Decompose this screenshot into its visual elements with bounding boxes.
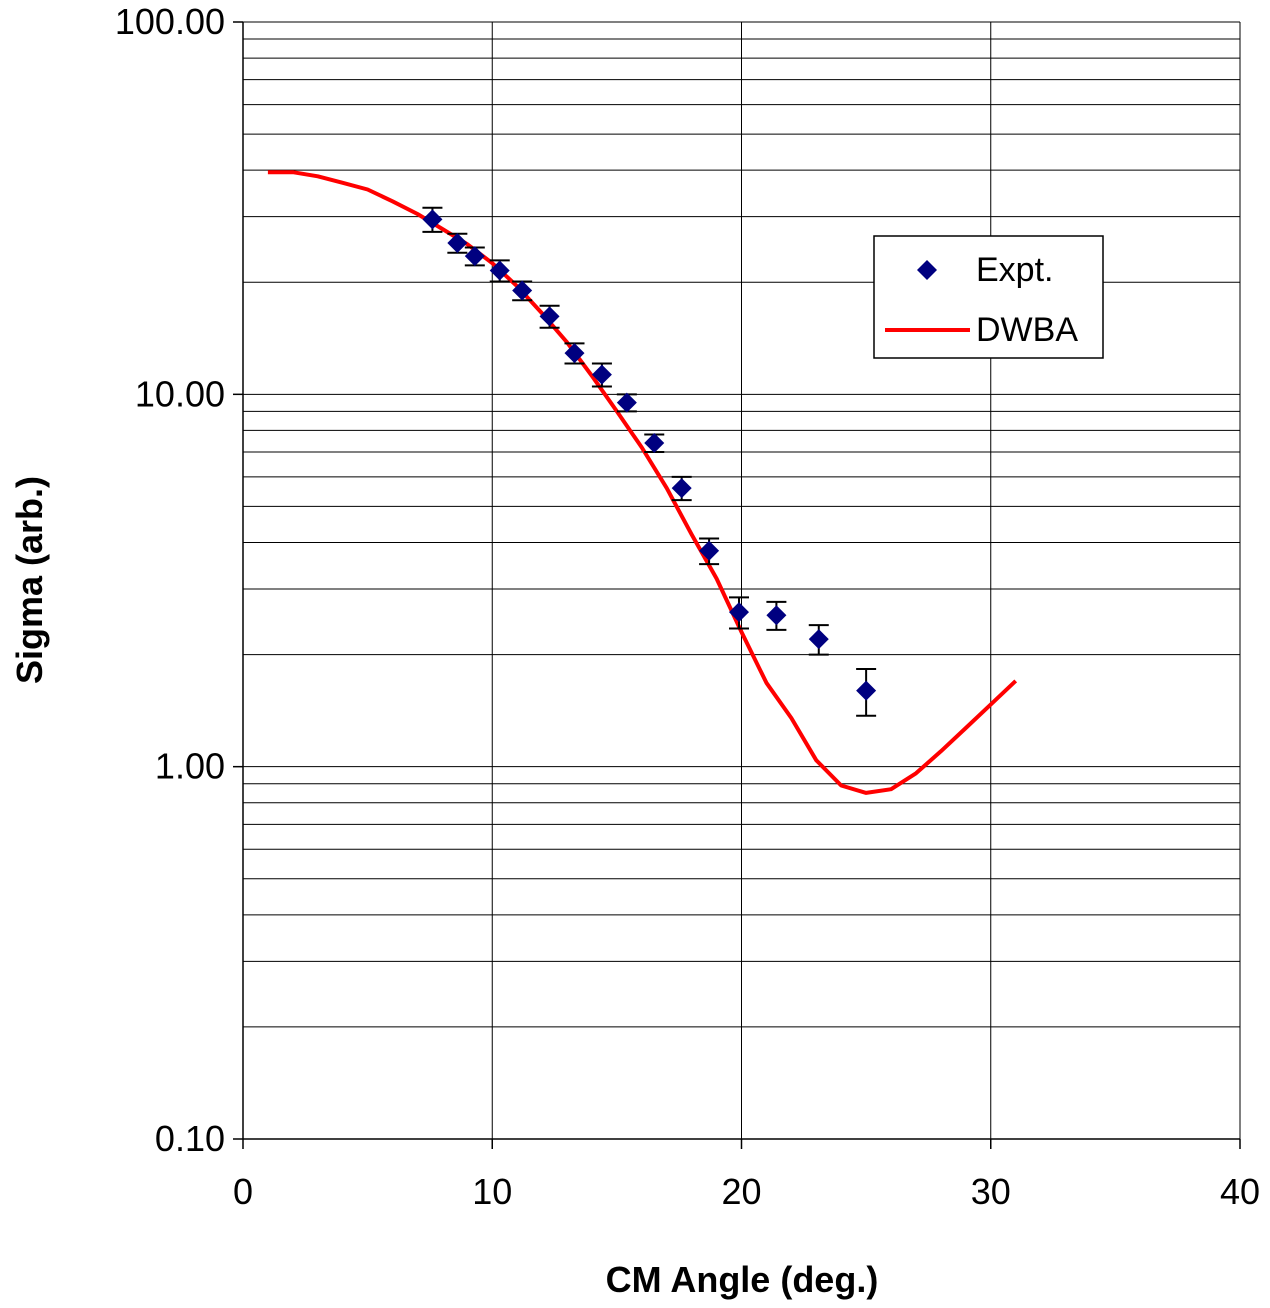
expt-point — [447, 232, 468, 253]
tick-labels: 0.10 1.00 10.00 100.00 0 10 20 30 40 — [115, 1, 1260, 1212]
x-tick-label: 30 — [971, 1171, 1011, 1212]
expt-point — [644, 433, 665, 454]
legend-box — [873, 235, 1104, 359]
expt-point — [808, 629, 829, 650]
x-tick-label: 20 — [721, 1171, 761, 1212]
y-tick-label: 0.10 — [155, 1118, 225, 1159]
expt-point — [616, 392, 637, 413]
y-axis-title: Sigma (arb.) — [9, 476, 50, 684]
expt-point — [422, 209, 443, 230]
series — [267, 170, 1018, 795]
expt-point — [671, 478, 692, 499]
expt-point — [766, 605, 787, 626]
expt-point — [591, 364, 612, 385]
expt-point — [729, 602, 750, 623]
grid — [243, 21, 1241, 1140]
expt-point — [564, 343, 585, 364]
x-axis-title: CM Angle (deg.) — [606, 1259, 879, 1300]
expt-point — [512, 280, 533, 301]
legend-marker-expt-icon — [917, 260, 937, 280]
x-tick-label: 10 — [472, 1171, 512, 1212]
y-tick-label: 1.00 — [155, 746, 225, 787]
legend: Expt. DWBA — [873, 235, 1104, 359]
expt-point — [539, 306, 560, 327]
y-tick-label: 10.00 — [135, 373, 225, 414]
dwba-line — [267, 170, 1018, 795]
expt-point — [489, 260, 510, 281]
x-tick-label: 0 — [233, 1171, 253, 1212]
legend-label-expt: Expt. — [976, 251, 1053, 289]
y-tick-label: 100.00 — [115, 1, 225, 42]
axes — [233, 21, 1241, 1149]
expt-point — [699, 540, 720, 561]
expt-point — [464, 246, 485, 267]
legend-label-dwba: DWBA — [976, 311, 1078, 349]
expt-point — [856, 680, 877, 701]
x-tick-label: 40 — [1220, 1171, 1260, 1212]
